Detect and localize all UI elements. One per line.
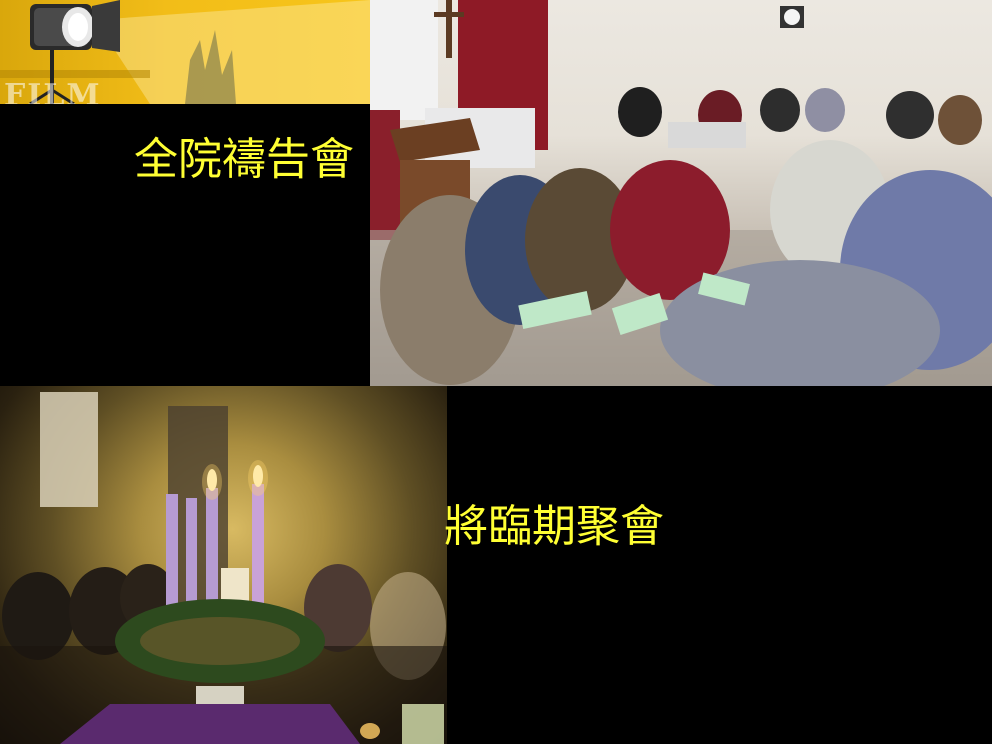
spotlight-icon	[0, 0, 370, 104]
prayer-meeting-photo	[370, 0, 992, 386]
prayer-meeting-image	[370, 0, 992, 386]
banner-text: FILM	[4, 78, 102, 104]
spotlight-banner: FILM	[0, 0, 370, 104]
section-title-prayer-meeting: 全院禱告會	[134, 134, 354, 185]
section-title-advent-gathering: 將臨期聚會	[444, 501, 664, 552]
advent-gathering-image	[0, 392, 447, 744]
advent-gathering-photo	[0, 386, 447, 744]
